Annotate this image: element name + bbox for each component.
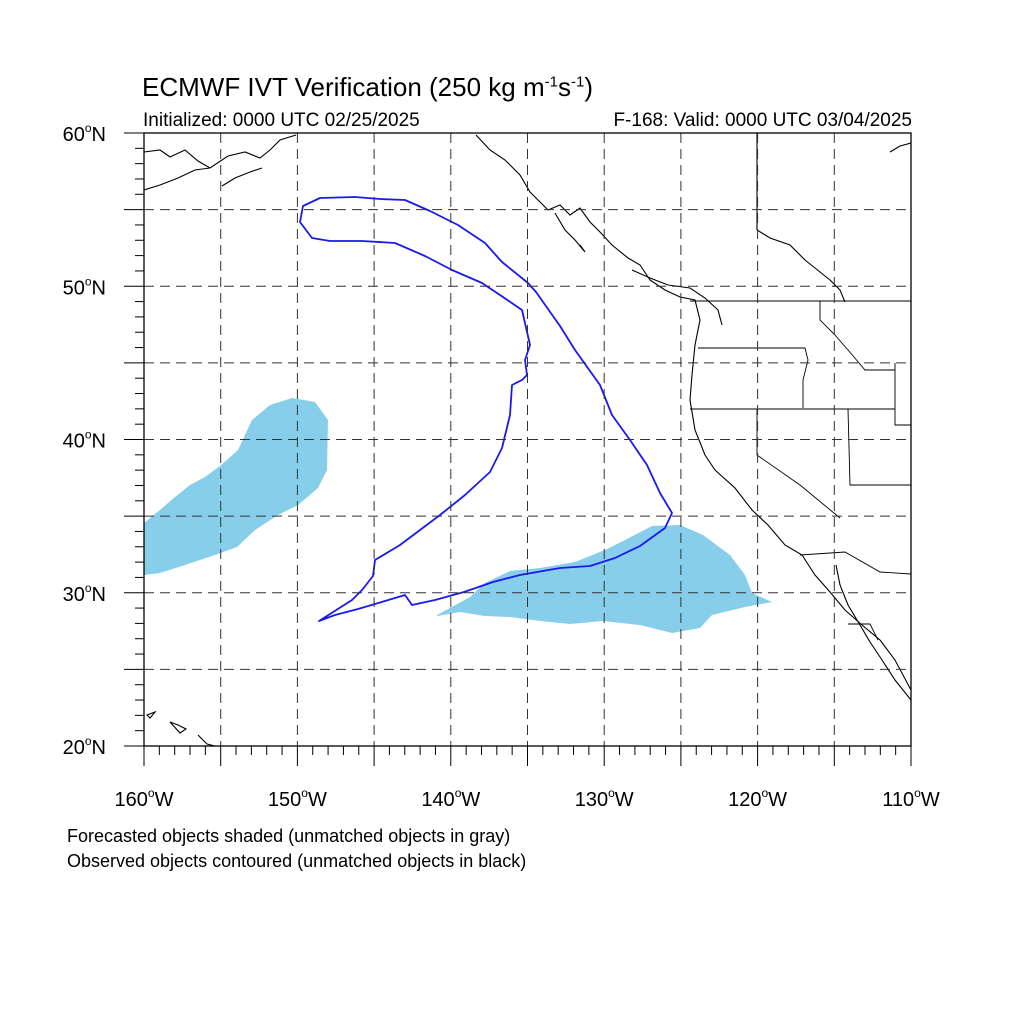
lat-label: 60oN [63, 121, 106, 146]
initialized-label: Initialized: 0000 UTC 02/25/2025 [143, 110, 420, 131]
lat-label: 20oN [63, 734, 106, 759]
lon-label: 150oW [268, 786, 327, 811]
lat-label: 50oN [63, 274, 106, 299]
lat-lon-grid [144, 133, 911, 746]
observed-object-contour [299, 196, 673, 622]
lon-label: 130oW [575, 786, 634, 811]
state-borders [690, 300, 911, 641]
lon-label: 160oW [115, 786, 174, 811]
lat-label: 30oN [63, 581, 106, 606]
forecast-object-west [144, 398, 328, 575]
lat-label: 40oN [63, 428, 106, 453]
axis-ticks [124, 132, 912, 766]
chart-title: ECMWF IVT Verification (250 kg m-1s-1) [142, 72, 593, 102]
forecast-object-east [437, 525, 772, 633]
lon-label: 110oW [882, 786, 940, 811]
observed-legend-note: Observed objects contoured (unmatched ob… [67, 851, 527, 871]
lon-axis-labels: 160oW 150oW 140oW 130oW 120oW 110oW [115, 786, 940, 811]
lon-label: 140oW [421, 786, 480, 811]
lon-label: 120oW [728, 786, 787, 811]
valid-time-label: F-168: Valid: 0000 UTC 03/04/2025 [613, 110, 912, 131]
forecast-legend-note: Forecasted objects shaded (unmatched obj… [67, 826, 511, 846]
lat-axis-labels: 60oN 50oN 40oN 30oN 20oN [63, 121, 106, 759]
